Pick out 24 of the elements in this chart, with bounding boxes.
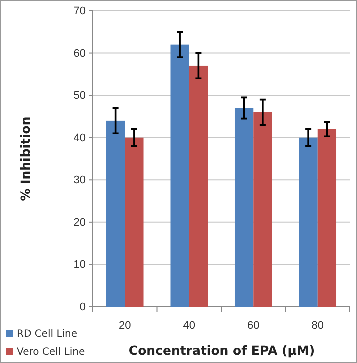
x-axis-title: Concentration of EPA (µM)	[128, 343, 316, 358]
y-tick-label: 30	[74, 174, 86, 187]
x-tick-label: 40	[183, 320, 196, 332]
bar	[254, 112, 272, 307]
y-axis-title: % Inhibition	[18, 116, 33, 202]
y-tick-label: 40	[74, 132, 86, 144]
bar	[189, 66, 208, 307]
y-tick-label: 10	[74, 259, 86, 272]
x-tick-label: 60	[248, 320, 260, 332]
bar	[318, 129, 337, 307]
x-tick-label: 80	[312, 320, 324, 332]
bar	[234, 108, 254, 307]
bar	[170, 44, 190, 307]
y-tick-label: 20	[74, 216, 86, 229]
y-tick-label: 50	[74, 90, 86, 102]
bar	[125, 138, 144, 307]
bar	[299, 138, 318, 307]
y-tick-label: 0	[80, 302, 86, 314]
legend-label: RD Cell Line	[17, 329, 78, 340]
y-tick-label: 60	[74, 48, 86, 60]
y-tick-label: 70	[74, 6, 86, 18]
bar	[106, 120, 126, 307]
x-tick-label: 20	[119, 320, 132, 332]
legend-label: Vero Cell Line	[17, 347, 86, 358]
